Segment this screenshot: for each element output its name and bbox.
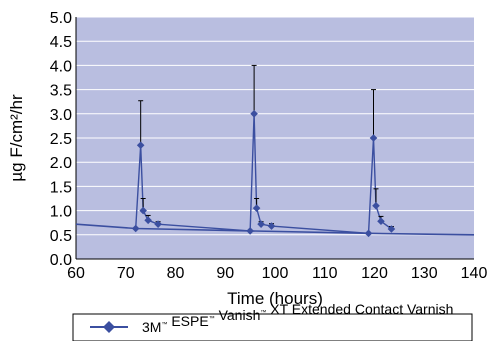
data-series	[75, 64, 475, 238]
data-point	[246, 227, 254, 235]
y-tick-label: 0.5	[50, 228, 72, 245]
data-point	[364, 229, 373, 238]
legend-label-part: 3M	[142, 319, 161, 335]
legend-box	[72, 313, 473, 341]
y-tick-label: 2.5	[50, 131, 72, 148]
y-tick-label: 0.0	[50, 252, 72, 269]
data-point	[136, 141, 145, 150]
trademark-symbol: ™	[260, 309, 266, 316]
x-tick-label: 80	[167, 265, 185, 282]
legend-label: 3M™ ESPE™ Vanish™ XT Extended Contact Va…	[142, 301, 453, 335]
x-axis-title: Time (hours)	[227, 289, 323, 308]
data-point	[144, 216, 152, 225]
legend-label-part: ESPE	[167, 313, 208, 329]
x-tick-label: 70	[117, 265, 135, 282]
legend: 3M™ ESPE™ Vanish™ XT Extended Contact Va…	[72, 301, 473, 341]
data-point	[131, 224, 140, 233]
data-point	[252, 204, 261, 212]
x-tick-label: 60	[67, 265, 85, 282]
legend-label-part: XT Extended Contact Varnish	[266, 301, 453, 317]
y-tick-label: 3.5	[50, 83, 72, 100]
legend-diamond-marker	[103, 321, 115, 333]
trademark-symbol: ™	[161, 321, 167, 328]
x-tick-label: 90	[216, 265, 234, 282]
trademark-symbol: ™	[209, 315, 215, 322]
x-tick-label: 130	[411, 265, 438, 282]
data-point	[250, 110, 258, 118]
y-axis-title: µg F/cm²/hr	[7, 94, 26, 182]
y-tick-label: 1.5	[50, 179, 72, 196]
data-point	[387, 225, 396, 233]
y-tick-label: 2.0	[50, 155, 72, 172]
data-point	[377, 217, 385, 226]
y-tick-label: 4.5	[50, 34, 72, 51]
x-tick-label: 110	[312, 265, 338, 282]
data-point	[139, 206, 147, 215]
data-point	[154, 220, 162, 228]
y-tick-label: 3.0	[50, 107, 72, 124]
x-tick-label: 100	[262, 265, 289, 282]
legend-label-part: Vanish	[215, 307, 261, 323]
data-point	[257, 220, 265, 228]
y-tick-label: 1.0	[50, 204, 72, 221]
data-point	[372, 201, 380, 210]
x-tick-label: 120	[361, 265, 388, 282]
x-tick-label: 140	[461, 265, 488, 282]
data-point	[267, 222, 276, 230]
axes: 0.0 0.5 1.0 1.5 2.0 2.5 3.0 3.5 4.0 4.5 5.0 60 70 80 9…	[50, 10, 488, 282]
data-point	[369, 134, 378, 142]
y-tick-label: 4.0	[50, 58, 72, 75]
y-tick-label: 5.0	[50, 10, 72, 27]
